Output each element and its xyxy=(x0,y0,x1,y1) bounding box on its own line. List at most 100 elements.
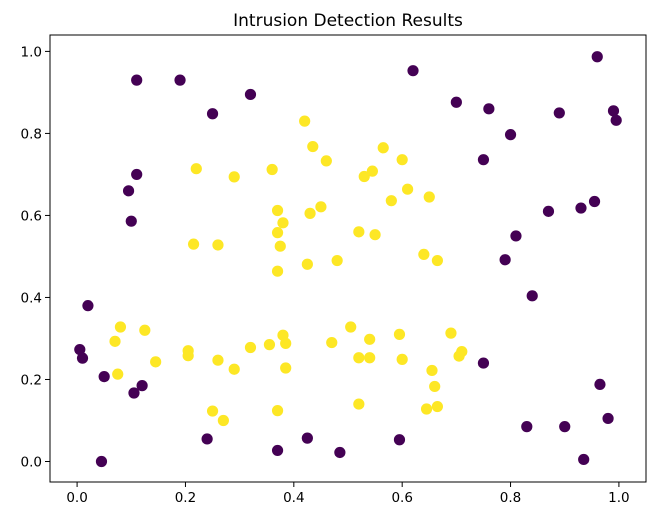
data-point-class-0 xyxy=(95,455,108,468)
data-point-class-1 xyxy=(364,333,376,345)
data-point-class-1 xyxy=(331,254,343,267)
x-axis: 0.0 0.2 0.4 0.6 0.8 1.0 xyxy=(66,482,630,506)
data-point-class-1 xyxy=(426,364,438,377)
data-point-class-0 xyxy=(591,51,603,63)
data-point-class-1 xyxy=(244,341,257,354)
data-point-class-1 xyxy=(429,380,441,393)
x-tick-label: 1.0 xyxy=(608,490,629,506)
x-tick-label: 0.0 xyxy=(66,490,87,506)
data-point-class-1 xyxy=(315,201,327,213)
data-point-class-1 xyxy=(190,163,202,175)
data-point-class-0 xyxy=(128,387,140,399)
data-point-class-1 xyxy=(271,265,284,277)
data-point-class-0 xyxy=(271,444,284,457)
plot-frame xyxy=(49,34,647,483)
data-point-class-1 xyxy=(353,352,365,364)
data-point-class-0 xyxy=(174,74,186,86)
data-point-class-1 xyxy=(263,339,276,351)
data-point-class-1 xyxy=(402,183,414,195)
data-point-class-0 xyxy=(499,254,511,266)
data-point-class-1 xyxy=(366,165,378,177)
data-point-class-1 xyxy=(228,363,240,375)
chart-title: Intrusion Detection Results xyxy=(233,11,463,31)
data-point-class-1 xyxy=(364,352,376,364)
y-tick-label: 0.0 xyxy=(21,454,42,470)
data-point-class-1 xyxy=(445,327,457,339)
data-point-class-1 xyxy=(307,140,319,153)
data-point-class-1 xyxy=(274,240,286,252)
data-point-class-0 xyxy=(504,129,517,141)
data-point-class-1 xyxy=(271,227,284,239)
y-tick-label: 0.2 xyxy=(21,372,42,388)
x-tick-label: 0.6 xyxy=(391,490,412,506)
x-tick-label: 0.2 xyxy=(175,490,196,506)
data-point-class-0 xyxy=(588,195,601,208)
data-point-class-0 xyxy=(125,215,137,227)
data-point-class-1 xyxy=(453,350,465,362)
data-point-class-1 xyxy=(418,248,430,260)
data-point-class-1 xyxy=(377,142,389,154)
data-point-class-1 xyxy=(114,321,127,333)
data-point-class-1 xyxy=(271,204,284,217)
data-point-class-0 xyxy=(301,432,313,444)
data-point-class-1 xyxy=(150,356,162,368)
data-point-class-0 xyxy=(510,230,522,242)
data-point-class-1 xyxy=(109,335,121,347)
data-point-class-0 xyxy=(244,88,257,101)
data-point-class-1 xyxy=(187,238,200,250)
data-point-class-1 xyxy=(139,324,151,336)
x-tick-label: 0.4 xyxy=(283,490,304,506)
data-point-class-0 xyxy=(407,65,419,77)
data-point-class-0 xyxy=(594,378,606,390)
data-point-class-0 xyxy=(131,74,143,86)
data-point-class-0 xyxy=(575,202,587,214)
data-point-class-0 xyxy=(201,433,213,445)
data-point-class-1 xyxy=(277,217,289,229)
data-point-class-1 xyxy=(353,226,365,238)
data-point-class-1 xyxy=(304,207,316,219)
data-point-class-1 xyxy=(299,115,311,127)
data-point-class-1 xyxy=(212,354,224,366)
data-point-class-1 xyxy=(431,400,443,413)
data-point-class-1 xyxy=(228,171,240,183)
data-point-class-0 xyxy=(206,108,219,120)
data-point-class-0 xyxy=(450,96,462,108)
y-axis: 0.0 0.2 0.4 0.6 0.8 1.0 xyxy=(21,44,50,470)
data-point-class-1 xyxy=(396,154,408,166)
data-point-class-1 xyxy=(112,368,124,380)
data-point-class-0 xyxy=(553,107,565,119)
data-point-class-0 xyxy=(393,434,406,446)
data-point-class-0 xyxy=(559,421,571,433)
data-point-class-1 xyxy=(431,254,443,267)
data-point-class-1 xyxy=(320,155,332,167)
data-point-class-0 xyxy=(578,453,590,466)
plot-area xyxy=(74,51,622,468)
data-point-class-0 xyxy=(477,357,490,369)
data-point-class-1 xyxy=(420,403,433,415)
y-tick-label: 1.0 xyxy=(21,44,42,60)
data-point-class-1 xyxy=(393,328,406,340)
y-tick-label: 0.6 xyxy=(21,208,42,224)
data-point-class-1 xyxy=(182,350,194,362)
data-point-class-0 xyxy=(483,103,495,115)
data-point-class-0 xyxy=(74,343,86,356)
data-point-class-1 xyxy=(353,398,365,410)
data-point-class-1 xyxy=(385,195,397,207)
data-point-class-1 xyxy=(369,229,381,241)
data-point-class-1 xyxy=(345,321,357,333)
data-point-class-1 xyxy=(396,353,408,365)
x-tick-label: 0.8 xyxy=(500,490,521,506)
y-tick-label: 0.8 xyxy=(21,126,42,142)
data-point-class-0 xyxy=(521,421,533,433)
data-point-class-1 xyxy=(217,414,229,427)
data-point-class-1 xyxy=(280,362,292,374)
data-point-class-1 xyxy=(271,405,284,417)
data-point-class-0 xyxy=(542,205,555,217)
data-point-class-0 xyxy=(131,168,143,181)
data-point-class-0 xyxy=(122,185,135,197)
data-point-class-1 xyxy=(301,258,313,270)
data-point-class-0 xyxy=(334,446,346,459)
data-point-class-0 xyxy=(607,105,620,117)
data-point-class-0 xyxy=(98,371,110,383)
